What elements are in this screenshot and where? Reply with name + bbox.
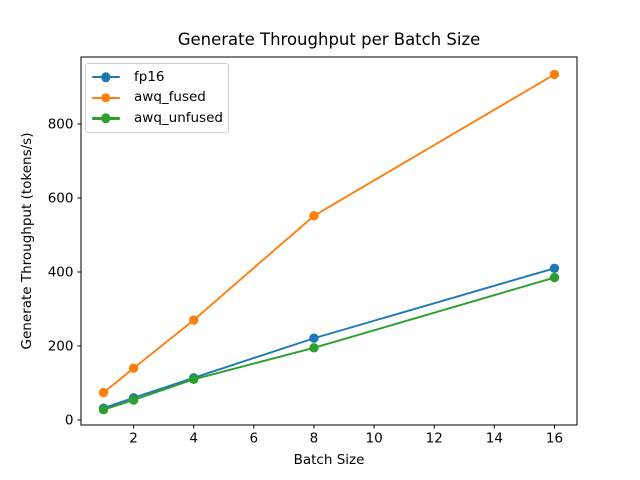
series-marker-awq_unfused bbox=[189, 374, 199, 385]
x-tick-label: 10 bbox=[365, 431, 382, 447]
legend-marker-dot bbox=[101, 113, 111, 124]
legend: fp16 awq_fused awq_unfused bbox=[85, 63, 229, 133]
legend-marker-dot bbox=[101, 72, 111, 82]
series-marker-fp16 bbox=[549, 263, 560, 273]
y-tick-label: 600 bbox=[48, 191, 74, 207]
legend-item-awq_unfused: awq_unfused bbox=[92, 108, 223, 129]
x-tick-label: 2 bbox=[129, 431, 138, 447]
x-tick-label: 12 bbox=[426, 431, 443, 447]
legend-swatch-icon bbox=[92, 113, 120, 124]
x-tick-label: 16 bbox=[546, 431, 563, 447]
series-marker-awq_unfused bbox=[98, 404, 109, 415]
chart-title: Generate Throughput per Batch Size bbox=[177, 30, 481, 49]
x-tick-label: 6 bbox=[250, 431, 259, 447]
y-tick-label: 800 bbox=[48, 117, 74, 133]
x-tick-label: 4 bbox=[189, 431, 198, 447]
series-marker-fp16 bbox=[309, 333, 319, 343]
legend-item-fp16: fp16 bbox=[92, 67, 222, 88]
legend-swatch-icon bbox=[92, 72, 120, 83]
y-tick-label: 0 bbox=[65, 413, 74, 429]
series-marker-awq_fused bbox=[128, 363, 139, 373]
legend-swatch-icon bbox=[92, 92, 120, 103]
x-tick-label: 14 bbox=[486, 431, 503, 447]
legend-label: awq_unfused bbox=[134, 109, 223, 126]
axes-frame bbox=[80, 56, 578, 426]
legend-marker-dot bbox=[101, 93, 111, 103]
series-line-awq_unfused bbox=[102, 276, 556, 411]
legend-label: awq_fused bbox=[134, 89, 206, 106]
series-marker-awq_unfused bbox=[128, 395, 139, 405]
series-marker-awq_fused bbox=[549, 69, 560, 80]
legend-label: fp16 bbox=[134, 68, 165, 85]
y-tick-label: 200 bbox=[48, 339, 74, 355]
y-axis-label: Generate Throughput (tokens/s) bbox=[19, 132, 35, 350]
legend-item-awq_fused: awq_fused bbox=[92, 88, 222, 109]
series-marker-awq_fused bbox=[98, 387, 109, 398]
y-tick-label: 400 bbox=[48, 265, 74, 281]
series-marker-awq_fused bbox=[309, 211, 319, 221]
x-axis-label: Batch Size bbox=[293, 452, 365, 468]
series-marker-awq_fused bbox=[189, 315, 199, 325]
series-marker-awq_unfused bbox=[309, 343, 319, 353]
series-marker-awq_unfused bbox=[549, 272, 560, 283]
x-tick-label: 8 bbox=[310, 431, 319, 447]
